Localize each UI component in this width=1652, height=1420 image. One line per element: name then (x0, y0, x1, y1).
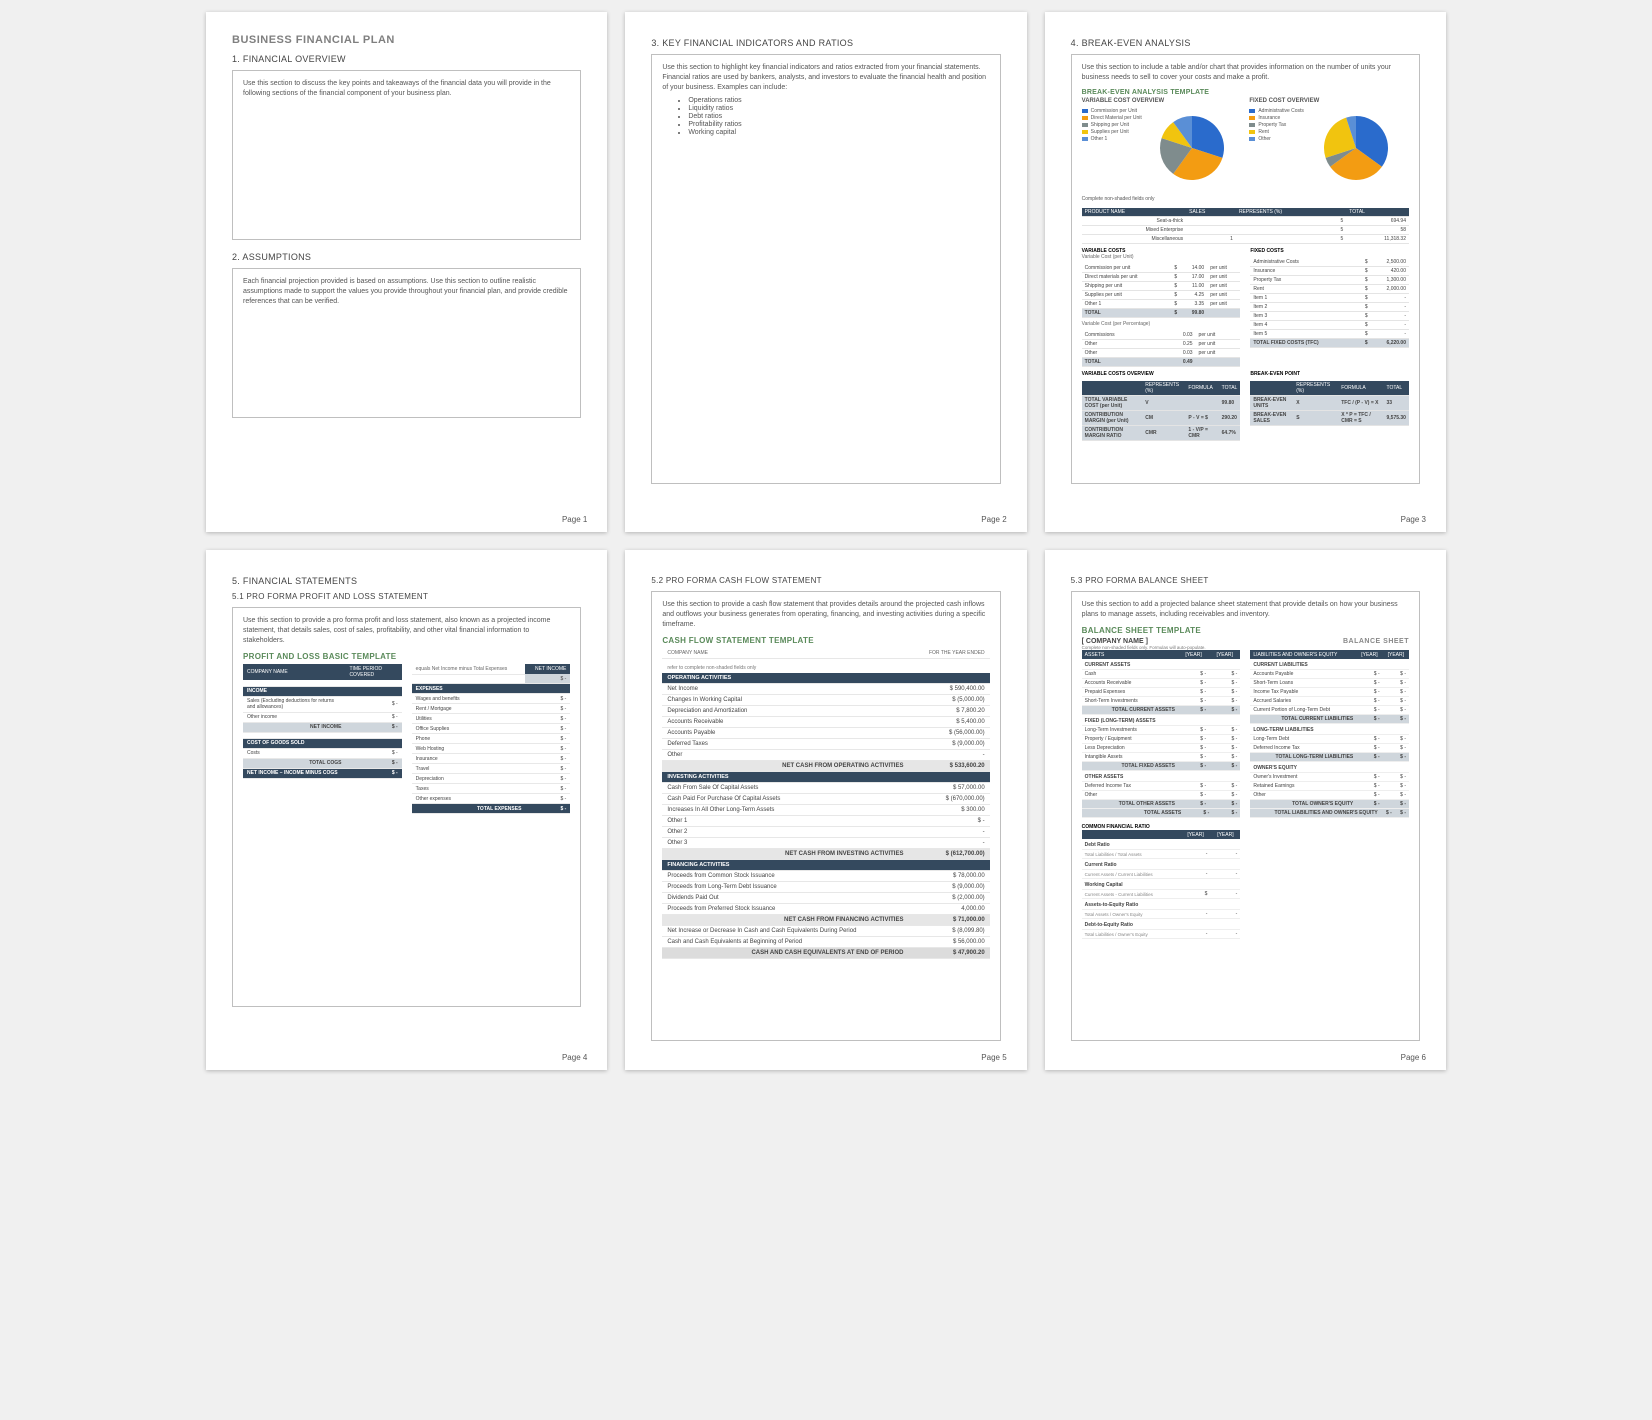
page-number: Page 4 (562, 1053, 587, 1062)
pie2-legend: Administrative CostsInsuranceProperty Ta… (1249, 108, 1304, 192)
section-2-box: Each financial projection provided is ba… (232, 268, 581, 418)
company-placeholder: [ COMPANY NAME ] BALANCE SHEET (1082, 638, 1409, 645)
section-1-box: Use this section to discuss the key poin… (232, 70, 581, 240)
pie1-legend: Commission per UnitDirect Material per U… (1082, 108, 1142, 192)
be-tables: PRODUCT NAMESALESREPRESENTS (%)TOTALSeat… (1082, 208, 1409, 441)
section-5-2-text: Use this section to provide a cash flow … (662, 600, 989, 630)
list-item: Profitability ratios (688, 121, 989, 128)
page-number: Page 6 (1401, 1053, 1426, 1062)
section-4-text: Use this section to include a table and/… (1082, 63, 1409, 83)
section-4-title: 4. BREAK-EVEN ANALYSIS (1071, 38, 1420, 48)
pl-grid: COMPANY NAMETIME PERIOD COVEREDINCOMESal… (243, 664, 570, 814)
list-item: Operations ratios (688, 97, 989, 104)
section-3-title: 3. KEY FINANCIAL INDICATORS AND RATIOS (651, 38, 1000, 48)
list-item: Liquidity ratios (688, 105, 989, 112)
section-5-2-title: 5.2 PRO FORMA CASH FLOW STATEMENT (651, 576, 1000, 585)
cf-table: COMPANY NAMEFOR THE YEAR ENDEDrefer to c… (662, 648, 989, 959)
section-5-3-box: Use this section to add a projected bala… (1071, 591, 1420, 1041)
page-number: Page 2 (981, 515, 1006, 524)
comp-note: Complete non-shaded fields only (1082, 196, 1409, 203)
section-1-text: Use this section to discuss the key poin… (243, 79, 570, 99)
breakeven-chart: BREAK-EVEN ANALYSIS TEMPLATE VARIABLE CO… (1082, 89, 1409, 440)
doc-title: BUSINESS FINANCIAL PLAN (232, 34, 581, 46)
bs-title: BALANCE SHEET TEMPLATE (1082, 626, 1409, 635)
section-5-3-text: Use this section to add a projected bala… (1082, 600, 1409, 620)
pie2-chart (1316, 108, 1396, 188)
page-number: Page 1 (562, 515, 587, 524)
page-6: 5.3 PRO FORMA BALANCE SHEET Use this sec… (1045, 550, 1446, 1070)
cf-title: CASH FLOW STATEMENT TEMPLATE (662, 636, 989, 645)
section-5-3-title: 5.3 PRO FORMA BALANCE SHEET (1071, 576, 1420, 585)
pie1-chart (1152, 108, 1232, 188)
section-3-box: Use this section to highlight key financ… (651, 54, 1000, 484)
list-item: Debt ratios (688, 113, 989, 120)
list-item: Working capital (688, 129, 989, 136)
indicator-list: Operations ratios Liquidity ratios Debt … (688, 97, 989, 136)
bs-title-text: BALANCE SHEET TEMPLATE (1082, 626, 1201, 635)
page-2: 3. KEY FINANCIAL INDICATORS AND RATIOS U… (625, 12, 1026, 532)
pl-title: PROFIT AND LOSS BASIC TEMPLATE (243, 652, 570, 661)
page-4: 5. FINANCIAL STATEMENTS 5.1 PRO FORMA PR… (206, 550, 607, 1070)
section-1-title: 1. FINANCIAL OVERVIEW (232, 54, 581, 64)
bs-grid: ASSETS[YEAR][YEAR]CURRENT ASSETSCash$ -$… (1082, 650, 1409, 939)
page-5: 5.2 PRO FORMA CASH FLOW STATEMENT Use th… (625, 550, 1026, 1070)
page-number: Page 3 (1401, 515, 1426, 524)
page-1: BUSINESS FINANCIAL PLAN 1. FINANCIAL OVE… (206, 12, 607, 532)
chart-title: BREAK-EVEN ANALYSIS TEMPLATE (1082, 89, 1409, 96)
section-4-box: Use this section to include a table and/… (1071, 54, 1420, 484)
page-number: Page 5 (981, 1053, 1006, 1062)
section-2-title: 2. ASSUMPTIONS (232, 252, 581, 262)
balance-sheet-label: BALANCE SHEET (1343, 638, 1409, 645)
section-5-1-box: Use this section to provide a pro forma … (232, 607, 581, 1007)
section-5-1-title: 5.1 PRO FORMA PROFIT AND LOSS STATEMENT (232, 592, 581, 601)
section-2-text: Each financial projection provided is ba… (243, 277, 570, 307)
section-5-1-text: Use this section to provide a pro forma … (243, 616, 570, 646)
section-5-2-box: Use this section to provide a cash flow … (651, 591, 1000, 1041)
page-grid: BUSINESS FINANCIAL PLAN 1. FINANCIAL OVE… (206, 12, 1446, 1070)
section-3-text: Use this section to highlight key financ… (662, 63, 989, 93)
page-3: 4. BREAK-EVEN ANALYSIS Use this section … (1045, 12, 1446, 532)
section-5-title: 5. FINANCIAL STATEMENTS (232, 576, 581, 586)
